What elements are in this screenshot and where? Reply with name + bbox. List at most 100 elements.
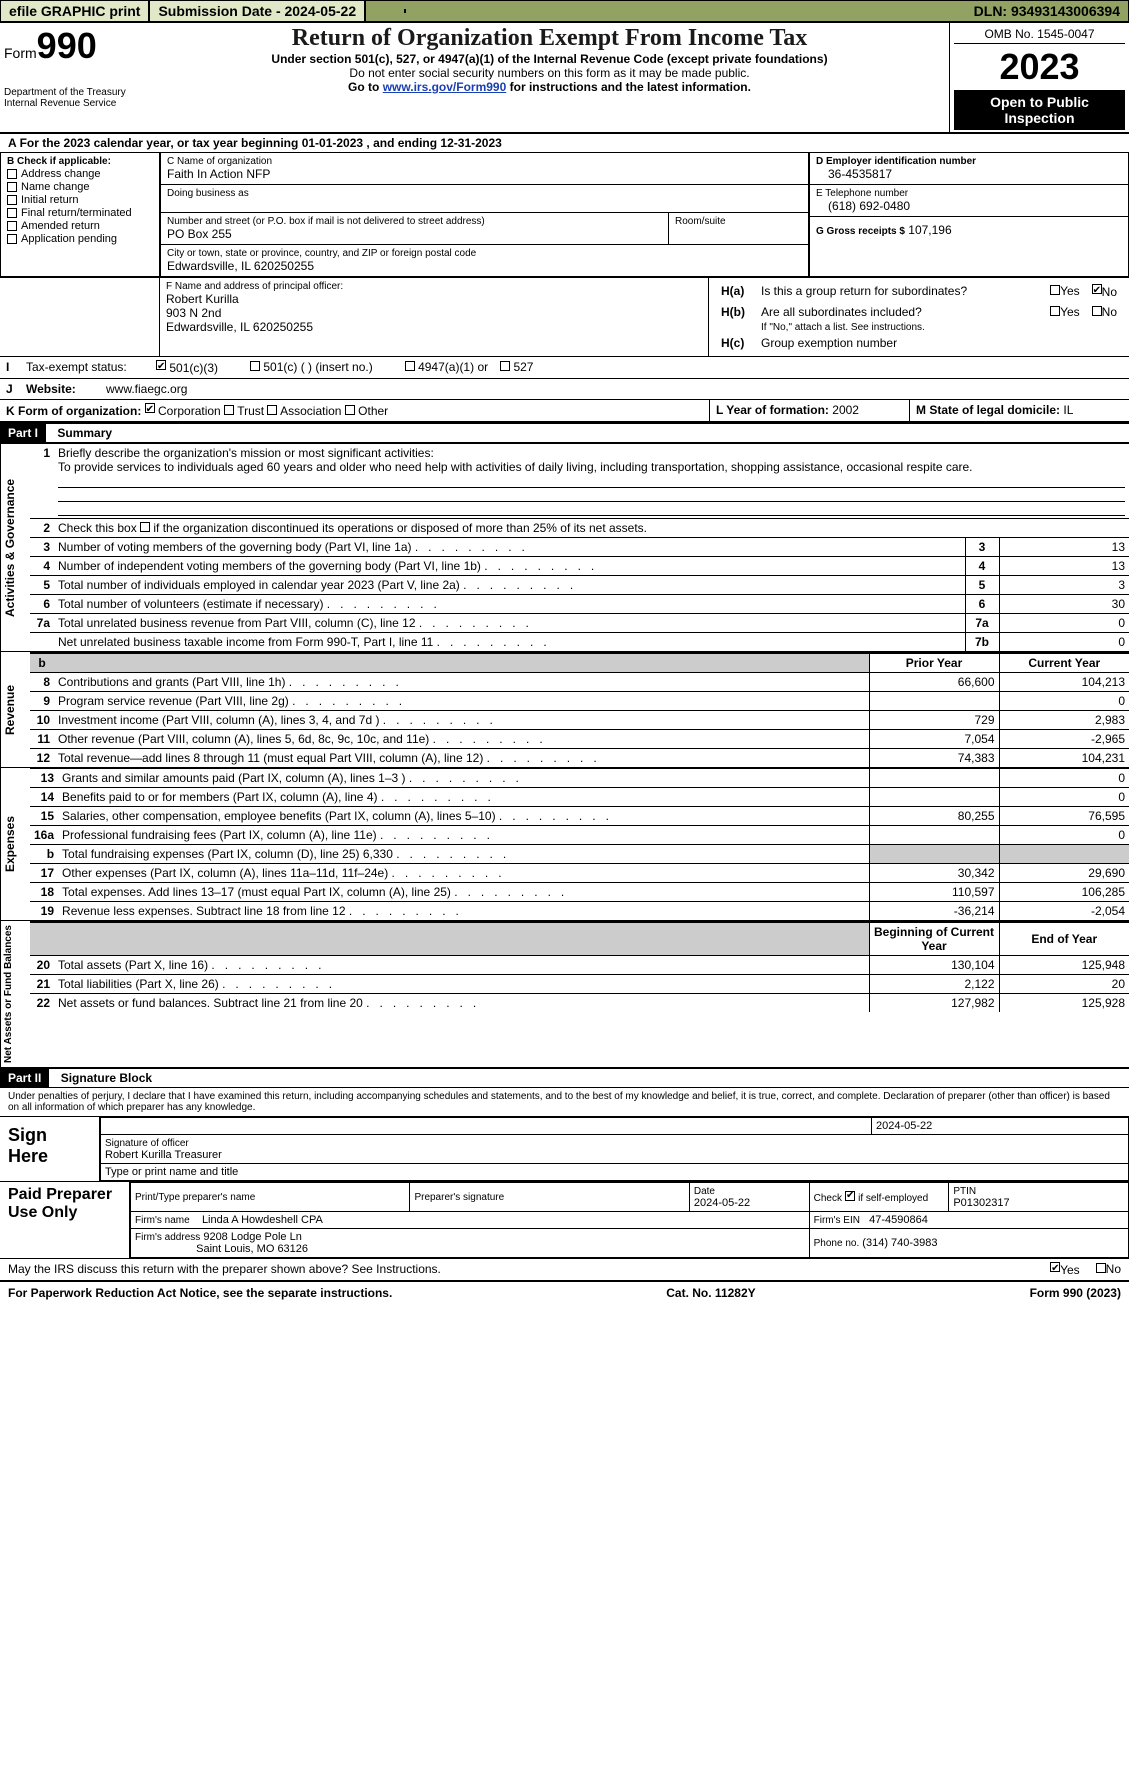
ein: 36-4535817 [816,167,1122,181]
summary-row: 20Total assets (Part X, line 16)130,1041… [30,956,1129,975]
na-rows: 20Total assets (Part X, line 16)130,1041… [30,955,1129,1012]
part1-num: Part I [0,424,46,442]
part1-header: Part I Summary [0,422,1129,443]
sign-here-lbl: Sign Here [0,1117,100,1181]
officer-addr1: 903 N 2nd [166,306,702,320]
efile-header-bar: efile GRAPHIC print Submission Date - 20… [0,0,1129,22]
na-block: Net Assets or Fund Balances Beginning of… [0,920,1129,1067]
dept-treasury: Department of the Treasury [4,87,146,98]
subtitle-1: Under section 501(c), 527, or 4947(a)(1)… [154,52,945,66]
chk-other[interactable]: Other [345,404,388,418]
vlabel-na: Net Assets or Fund Balances [0,921,30,1067]
page-footer: For Paperwork Reduction Act Notice, see … [0,1280,1129,1304]
summary-row: 8Contributions and grants (Part VIII, li… [30,673,1129,692]
mission-text: To provide services to individuals aged … [58,460,973,474]
may-irs-yes[interactable]: Yes [1042,1259,1088,1280]
form-header: Form990 Department of the Treasury Inter… [0,22,1129,132]
firm-ein: 47-4590864 [869,1214,928,1226]
part2-header: Part II Signature Block [0,1067,1129,1088]
summary-row: 6Total number of volunteers (estimate if… [30,595,1129,614]
title-block: Return of Organization Exempt From Incom… [150,23,949,132]
firm-name: Linda A Howdeshell CPA [202,1214,323,1226]
part2-num: Part II [0,1069,49,1087]
city: Edwardsville, IL 620250255 [167,259,802,273]
chk-assoc[interactable]: Association [267,404,341,418]
spacer [366,9,406,13]
ha-yes[interactable]: Yes [1044,281,1086,302]
summary-row: 9Program service revenue (Part VIII, lin… [30,692,1129,711]
gross-receipts: 107,196 [908,223,951,237]
chk-527[interactable]: 527 [494,357,539,378]
chk-app-pending[interactable]: Application pending [7,233,153,245]
footer-left: For Paperwork Reduction Act Notice, see … [8,1286,392,1300]
subtitle-3: Go to www.irs.gov/Form990 for instructio… [154,80,945,94]
chk-name-change[interactable]: Name change [7,181,153,193]
chk-4947[interactable]: 4947(a)(1) or [399,357,494,378]
hb-no[interactable]: No [1086,302,1123,322]
summary-row: 18Total expenses. Add lines 13–17 (must … [30,883,1129,902]
omb-block: OMB No. 1545-0047 2023 Open to Public In… [949,23,1129,132]
f-lbl: F Name and address of principal officer: [166,281,702,292]
chk-501c3[interactable]: 501(c)(3) [150,357,224,378]
city-lbl: City or town, state or province, country… [167,248,802,259]
row-i: I Tax-exempt status: 501(c)(3) 501(c) ( … [0,356,1129,378]
section-c: C Name of organization Faith In Action N… [160,152,809,277]
hb-yes[interactable]: Yes [1044,302,1086,322]
sig-date: 2024-05-22 [872,1118,1129,1135]
chk-initial-return[interactable]: Initial return [7,194,153,206]
dln-label: DLN: 93493143006394 [966,1,1128,21]
chk-address-change[interactable]: Address change [7,168,153,180]
footer-mid: Cat. No. 11282Y [666,1286,755,1300]
may-irs-row: May the IRS discuss this return with the… [0,1258,1129,1280]
part2-title: Signature Block [53,1071,152,1085]
chk-corp[interactable]: Corporation [145,404,221,418]
summary-row: 21Total liabilities (Part X, line 26)2,1… [30,975,1129,994]
fh-row: F Name and address of principal officer:… [0,277,1129,356]
row-klm: K Form of organization: Corporation Trus… [0,399,1129,422]
irs-link[interactable]: www.irs.gov/Form990 [383,80,507,94]
summary-row: 22Net assets or fund balances. Subtract … [30,994,1129,1013]
chk-self-emp[interactable] [845,1191,855,1201]
rev-block: Revenue bPrior YearCurrent Year 8Contrib… [0,651,1129,767]
section-deg: D Employer identification number 36-4535… [809,152,1129,277]
section-b: B Check if applicable: Address change Na… [0,152,160,277]
submission-date: Submission Date - 2024-05-22 [150,1,366,21]
firm-phone: (314) 740-3983 [862,1237,937,1249]
vlabel-ag: Activities & Governance [0,444,30,651]
omb-number: OMB No. 1545-0047 [954,25,1125,44]
section-h: H(a) Is this a group return for subordin… [709,278,1129,356]
chk-501c[interactable]: 501(c) ( ) (insert no.) [244,357,379,378]
vlabel-rev: Revenue [0,652,30,767]
chk-final-return[interactable]: Final return/terminated [7,207,153,219]
ag-block: Activities & Governance 1 Briefly descri… [0,443,1129,651]
paid-preparer-block: Paid Preparer Use Only Print/Type prepar… [0,1181,1129,1258]
paid-preparer-lbl: Paid Preparer Use Only [0,1182,130,1258]
sign-here-block: Sign Here 2024-05-22 Signature of office… [0,1116,1129,1181]
rev-table: bPrior YearCurrent Year [30,652,1129,672]
b-label: B Check if applicable: [7,156,153,167]
chk-amended[interactable]: Amended return [7,220,153,232]
exp-block: Expenses 13Grants and similar amounts pa… [0,767,1129,920]
summary-row: 3Number of voting members of the governi… [30,538,1129,557]
firm-addr2: Saint Louis, MO 63126 [196,1243,308,1255]
summary-row: 4Number of independent voting members of… [30,557,1129,576]
row-j: J Website: www.fiaegc.org [0,378,1129,399]
form-word: Form [4,45,37,61]
form-990: 990 [37,25,97,66]
summary-row: 7aTotal unrelated business revenue from … [30,614,1129,633]
efile-label: efile GRAPHIC print [1,1,150,21]
chk-discontinued[interactable] [140,522,150,532]
return-title: Return of Organization Exempt From Incom… [154,25,945,52]
officer-sig-name: Robert Kurilla Treasurer [105,1149,222,1161]
ha-no[interactable]: No [1086,281,1123,302]
chk-trust[interactable]: Trust [224,404,264,418]
ag-rows: 3Number of voting members of the governi… [30,537,1129,651]
line-a: A For the 2023 calendar year, or tax yea… [0,132,1129,152]
dba-lbl: Doing business as [167,188,802,199]
ptin: P01302317 [953,1197,1009,1209]
summary-row: 11Other revenue (Part VIII, column (A), … [30,730,1129,749]
org-name: Faith In Action NFP [167,167,802,181]
e-lbl: E Telephone number [816,188,1122,199]
may-irs-no[interactable]: No [1088,1259,1129,1280]
summary-row: 5Total number of individuals employed in… [30,576,1129,595]
